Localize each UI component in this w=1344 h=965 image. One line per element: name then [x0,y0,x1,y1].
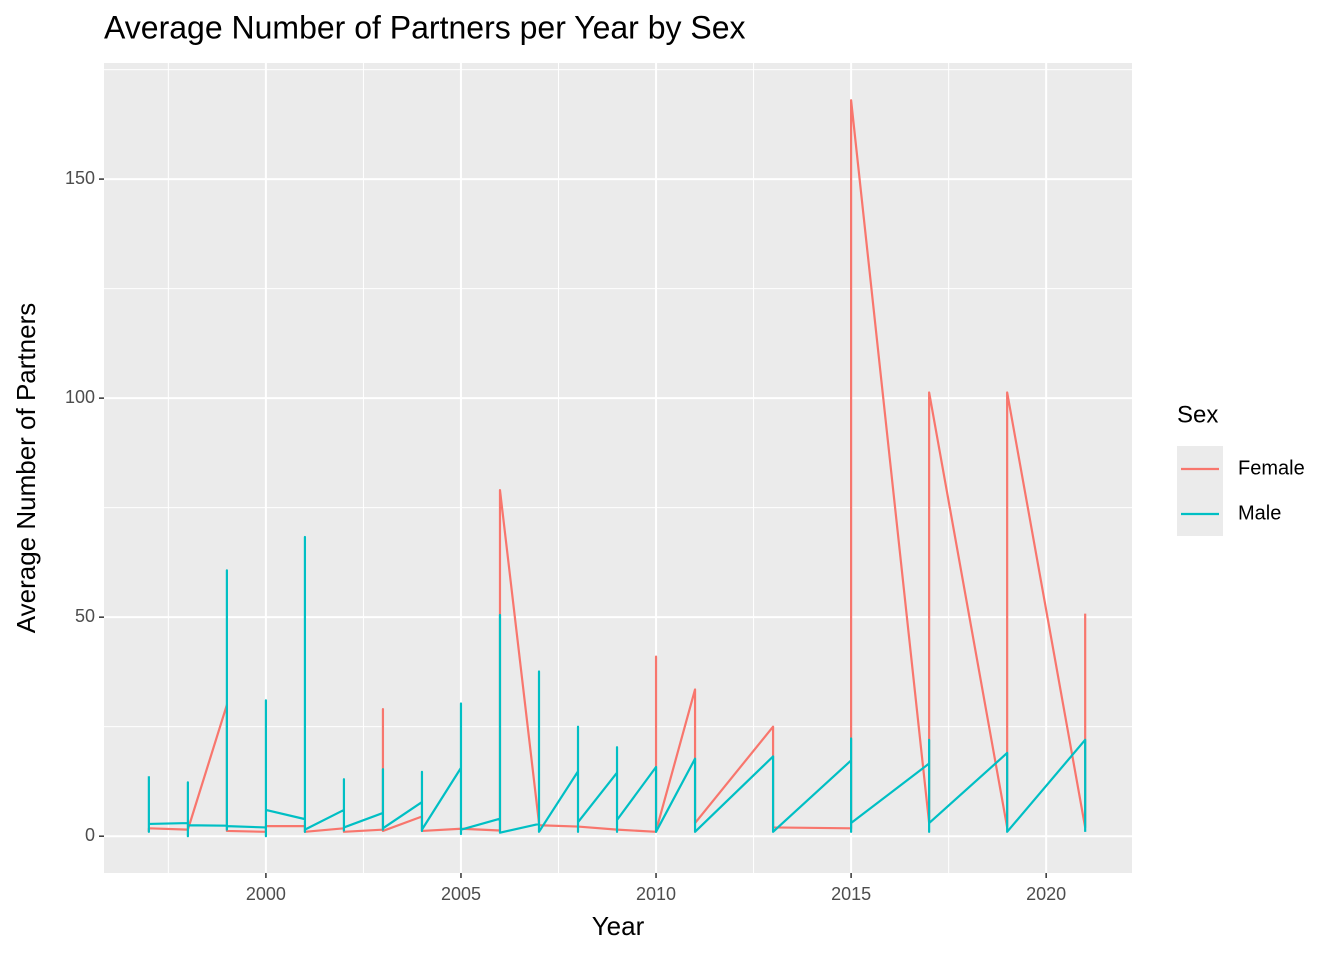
chart-title: Average Number of Partners per Year by S… [104,9,746,45]
x-axis-label: Year [592,911,645,941]
y-tick-label: 0 [85,825,95,845]
x-tick-label: 2020 [1026,884,1066,904]
x-tick-label: 2015 [831,884,871,904]
x-tick-label: 2000 [246,884,286,904]
y-tick-label: 50 [75,606,95,626]
legend-key-background [1177,446,1223,536]
legend-label: Male [1238,502,1281,524]
legend-label: Female [1238,457,1305,479]
y-tick-label: 100 [65,387,95,407]
y-axis-label: Average Number of Partners [11,303,41,633]
series-line [147,535,1087,838]
legend-title: Sex [1177,401,1218,428]
x-tick-label: 2005 [441,884,481,904]
y-tick-label: 150 [65,168,95,188]
x-tick-label: 2010 [636,884,676,904]
series-line [147,99,1087,833]
panel [104,63,1132,873]
